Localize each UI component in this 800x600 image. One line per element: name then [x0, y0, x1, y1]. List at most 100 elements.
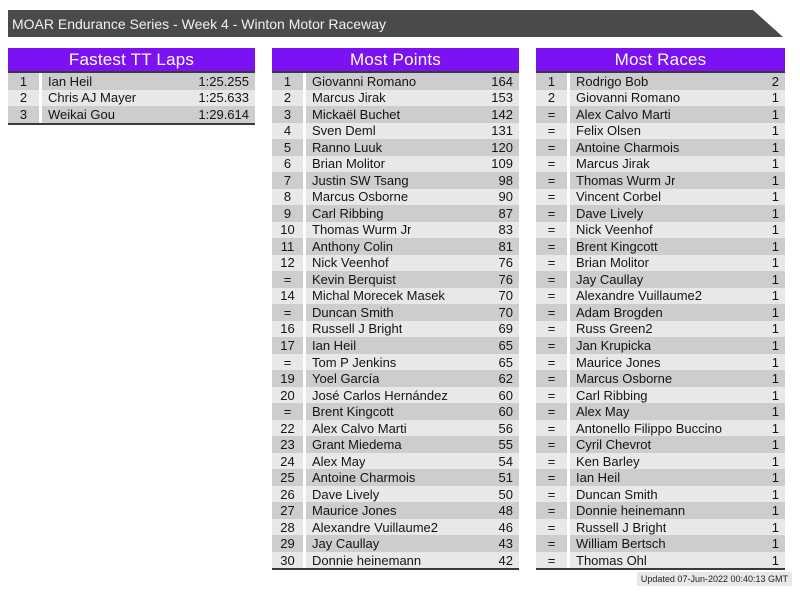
rank-cell: 1 [8, 73, 39, 90]
driver-name: Brian Molitor [312, 156, 385, 172]
driver-name: Alex Calvo Marti [312, 420, 407, 436]
points-value: 65 [498, 338, 513, 353]
rank-cell: = [536, 139, 567, 156]
races-value: 1 [771, 486, 779, 502]
rank-cell: = [536, 221, 567, 239]
points-value: 54 [498, 453, 513, 469]
table-row: = Thomas Wurm Jr 1 [536, 172, 785, 189]
driver-name: Antoine Charmois [312, 470, 416, 486]
table-row: = Ken Barley 1 [536, 452, 785, 470]
rank-cell: = [536, 370, 567, 387]
driver-name: Alexandre Vuillaume2 [312, 519, 438, 535]
driver-name: Thomas Wurm Jr [576, 172, 676, 188]
driver-name: Ian Heil [48, 73, 93, 89]
table-row: = Vincent Corbel 1 [536, 188, 785, 206]
points-value: 87 [498, 205, 513, 221]
points-value: 164 [491, 73, 513, 89]
table-row: 2 Giovanni Romano 1 [536, 89, 785, 107]
table-row: 19 Yoel García 62 [272, 370, 519, 387]
table-row: = Donnie heinemann 1 [536, 502, 785, 519]
rank-cell: = [536, 353, 567, 371]
points-value: 43 [498, 536, 513, 552]
driver-name: Donnie heinemann [576, 503, 686, 519]
driver-name: Grant Miedema [312, 437, 402, 453]
table-row: 28 Alexandre Vuillaume2 46 [272, 518, 519, 536]
rank-cell: 1 [272, 73, 303, 90]
table-row: 2 Marcus Jirak 153 [272, 89, 519, 107]
driver-name: Giovanni Romano [312, 73, 417, 89]
driver-name: Duncan Smith [312, 304, 394, 320]
points-value: 131 [491, 123, 513, 139]
lap-time-value: 1:25.633 [198, 90, 249, 106]
points-value: 81 [498, 238, 513, 254]
driver-name: Brian Molitor [576, 255, 649, 271]
driver-name: Weikai Gou [48, 106, 115, 122]
rank-cell: = [536, 403, 567, 420]
driver-name: William Bertsch [576, 536, 666, 552]
rank-cell: = [536, 106, 567, 123]
rank-cell: 23 [272, 436, 303, 453]
most-points-rows: 1 Giovanni Romano 164 2 Marcus Jirak 153… [272, 73, 519, 571]
rank-cell: = [272, 403, 303, 420]
rank-cell: = [272, 353, 303, 371]
driver-name: Marcus Jirak [312, 90, 386, 106]
races-value: 1 [771, 437, 779, 453]
driver-name: Marcus Jirak [576, 156, 650, 172]
driver-name: Duncan Smith [576, 486, 658, 502]
table-row: = Marcus Osborne 1 [536, 370, 785, 387]
rank-cell: = [536, 551, 567, 569]
driver-name: Giovanni Romano [576, 90, 681, 106]
table-row: 11 Anthony Colin 81 [272, 238, 519, 255]
driver-name: Thomas Wurm Jr [312, 222, 412, 238]
points-value: 98 [498, 172, 513, 188]
rank-cell: = [536, 238, 567, 255]
driver-name: Ian Heil [576, 470, 621, 486]
races-value: 1 [771, 205, 779, 221]
driver-name: Maurice Jones [312, 503, 397, 519]
fastest-tt-laps-title: Fastest TT Laps [8, 48, 255, 73]
races-value: 1 [771, 106, 779, 122]
table-row: = Brent Kingcott 1 [536, 238, 785, 255]
rank-cell: 30 [272, 551, 303, 569]
driver-name: Antoine Charmois [576, 139, 680, 155]
driver-name: Felix Olsen [576, 123, 642, 139]
table-row: 1 Ian Heil 1:25.255 [8, 73, 255, 90]
rank-cell: = [536, 518, 567, 536]
rank-cell: 20 [272, 386, 303, 404]
rank-cell: 28 [272, 518, 303, 536]
driver-name: Russ Green2 [576, 321, 653, 337]
races-value: 1 [771, 255, 779, 271]
table-row: = Adam Brogden 1 [536, 304, 785, 321]
races-value: 1 [771, 552, 779, 568]
rank-cell: = [536, 535, 567, 552]
table-row: 1 Giovanni Romano 164 [272, 73, 519, 90]
points-value: 65 [498, 354, 513, 370]
driver-name: Mickaël Buchet [312, 106, 401, 122]
table-row: = Maurice Jones 1 [536, 353, 785, 371]
races-value: 1 [771, 172, 779, 188]
fastest-tt-laps-rows: 1 Ian Heil 1:25.255 2 Chris AJ Mayer 1:2… [8, 73, 255, 125]
points-value: 62 [498, 371, 513, 387]
driver-name: Alexandre Vuillaume2 [576, 288, 702, 304]
driver-name: Brent Kingcott [576, 238, 658, 254]
points-value: 76 [498, 271, 513, 287]
table-row: 2 Chris AJ Mayer 1:25.633 [8, 89, 255, 107]
table-row: 3 Mickaël Buchet 142 [272, 106, 519, 123]
fastest-tt-laps-table: Fastest TT Laps 1 Ian Heil 1:25.255 2 Ch… [8, 48, 255, 125]
most-races-title: Most Races [536, 48, 785, 73]
races-value: 1 [771, 387, 779, 403]
table-row: = William Bertsch 1 [536, 535, 785, 552]
rank-cell: 4 [272, 122, 303, 140]
rank-cell: = [536, 172, 567, 189]
table-row: = Nick Veenhof 1 [536, 221, 785, 239]
table-row: = Duncan Smith 70 [272, 304, 519, 321]
driver-name: Alex May [312, 453, 366, 469]
points-value: 55 [498, 437, 513, 453]
points-value: 50 [498, 486, 513, 502]
races-value: 1 [771, 470, 779, 486]
table-row: 30 Donnie heinemann 42 [272, 551, 519, 569]
races-value: 1 [771, 519, 779, 535]
table-row: = Marcus Jirak 1 [536, 155, 785, 173]
rank-cell: = [536, 502, 567, 519]
table-row: = Alex May 1 [536, 403, 785, 420]
